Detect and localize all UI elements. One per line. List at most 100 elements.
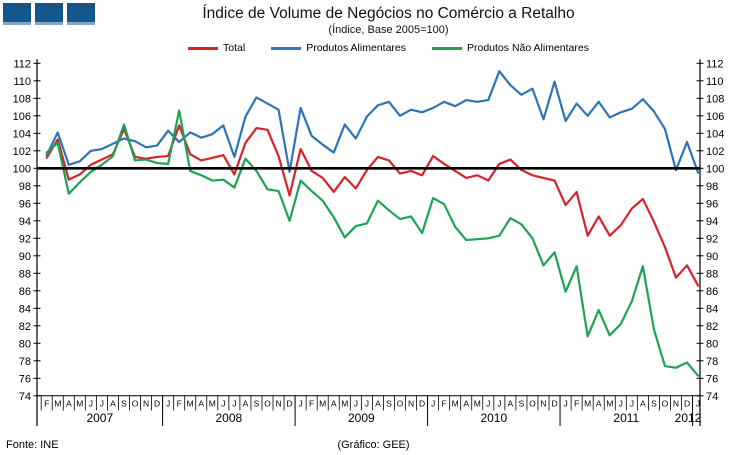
month-label: J bbox=[696, 399, 700, 409]
legend-label: Total bbox=[223, 42, 246, 54]
month-label: A bbox=[243, 399, 249, 409]
month-label: F bbox=[309, 399, 314, 409]
month-label: S bbox=[386, 399, 392, 409]
logo-square bbox=[3, 3, 31, 25]
y-tick-label-left: 88 bbox=[19, 268, 31, 280]
month-label: J bbox=[619, 399, 623, 409]
month-label: S bbox=[519, 399, 525, 409]
y-tick-label-right: 82 bbox=[706, 321, 718, 333]
y-tick-label-left: 78 bbox=[19, 356, 31, 368]
legend-label: Produtos Alimentares bbox=[306, 42, 406, 54]
y-tick-label-right: 108 bbox=[706, 93, 724, 105]
y-tick-label-left: 90 bbox=[19, 251, 31, 263]
year-label: 2008 bbox=[216, 411, 243, 425]
logo-square bbox=[67, 3, 95, 25]
month-label: J bbox=[354, 399, 358, 409]
y-tick-label-right: 110 bbox=[706, 76, 724, 88]
y-tick-label-left: 110 bbox=[13, 76, 31, 88]
series-line-0 bbox=[45, 124, 700, 287]
month-label: J bbox=[232, 399, 236, 409]
y-tick-label-right: 92 bbox=[706, 233, 718, 245]
year-axis: 2007 2008 2009 2010 2011 2012 bbox=[86, 395, 702, 426]
month-label: O bbox=[529, 399, 536, 409]
month-label: F bbox=[574, 399, 579, 409]
month-label: O bbox=[662, 399, 669, 409]
month-label: M bbox=[341, 399, 348, 409]
year-label: 2009 bbox=[348, 411, 375, 425]
month-label: M bbox=[452, 399, 459, 409]
month-label: A bbox=[66, 399, 72, 409]
y-tick-label-left: 96 bbox=[19, 198, 31, 210]
month-label: M bbox=[76, 399, 83, 409]
month-label: N bbox=[275, 399, 281, 409]
legend-swatch bbox=[432, 46, 462, 50]
month-label: M bbox=[187, 399, 194, 409]
y-tick-label-right: 80 bbox=[706, 338, 718, 350]
y-tick-label-right: 78 bbox=[706, 356, 718, 368]
series-line-1 bbox=[45, 70, 700, 174]
y-tick-label-left: 98 bbox=[19, 181, 31, 193]
y-tick-label-left: 108 bbox=[13, 93, 31, 105]
month-label: D bbox=[287, 399, 293, 409]
y-tick-label-right: 112 bbox=[706, 58, 724, 70]
y-tick-label-right: 86 bbox=[706, 286, 718, 298]
month-label: D bbox=[154, 399, 160, 409]
month-label: A bbox=[375, 399, 381, 409]
month-label: N bbox=[143, 399, 149, 409]
legend-label: Produtos Não Alimentares bbox=[467, 42, 589, 54]
y-tick-label-left: 76 bbox=[19, 373, 31, 385]
y-tick-label-right: 96 bbox=[706, 198, 718, 210]
month-label: A bbox=[198, 399, 204, 409]
month-label: J bbox=[221, 399, 225, 409]
month-label: J bbox=[630, 399, 634, 409]
month-label: N bbox=[408, 399, 414, 409]
year-label: 2010 bbox=[480, 411, 507, 425]
month-label: S bbox=[121, 399, 127, 409]
month-label: M bbox=[209, 399, 216, 409]
y-tick-label-left: 112 bbox=[13, 58, 31, 70]
month-label: J bbox=[89, 399, 93, 409]
month-label: A bbox=[463, 399, 469, 409]
month-label: A bbox=[331, 399, 337, 409]
month-label: S bbox=[254, 399, 260, 409]
line-chart: 74 74 76 76 78 78 80 80 82 82 84 84 86 86 88 88 90 90 92 92… bbox=[13, 58, 724, 426]
y-tick-label-left: 94 bbox=[19, 216, 31, 228]
month-label: A bbox=[110, 399, 116, 409]
y-tick-label-left: 104 bbox=[13, 128, 31, 140]
chart-legend: Total Produtos Alimentares Produtos Não Al… bbox=[30, 42, 747, 54]
month-label: J bbox=[365, 399, 369, 409]
month-label: D bbox=[551, 399, 557, 409]
month-label: J bbox=[166, 399, 170, 409]
y-tick-label-left: 82 bbox=[19, 321, 31, 333]
source-note: Fonte: INE bbox=[6, 439, 59, 451]
month-label: J bbox=[431, 399, 435, 409]
month-label: M bbox=[319, 399, 326, 409]
month-label: J bbox=[486, 399, 490, 409]
series-line-2 bbox=[45, 109, 700, 377]
month-label: F bbox=[177, 399, 182, 409]
y-tick-label-left: 106 bbox=[13, 111, 31, 123]
month-label: O bbox=[264, 399, 271, 409]
month-label: M bbox=[584, 399, 591, 409]
y-tick-label-right: 98 bbox=[706, 181, 718, 193]
month-label: S bbox=[651, 399, 657, 409]
y-tick-label-right: 74 bbox=[706, 391, 718, 403]
y-tick-label-left: 84 bbox=[19, 303, 31, 315]
credit-note: (Gráfico: GEE) bbox=[337, 439, 410, 451]
month-label: N bbox=[673, 399, 679, 409]
month-label: O bbox=[397, 399, 404, 409]
legend-swatch bbox=[271, 46, 302, 50]
y-tick-label-left: 74 bbox=[19, 391, 31, 403]
y-tick-label-left: 80 bbox=[19, 338, 31, 350]
month-label: J bbox=[497, 399, 501, 409]
month-label: O bbox=[132, 399, 139, 409]
month-label: J bbox=[100, 399, 104, 409]
y-tick-label-left: 86 bbox=[19, 286, 31, 298]
y-tick-label-right: 104 bbox=[706, 128, 724, 140]
y-tick-label-right: 100 bbox=[706, 163, 724, 175]
y-tick-label-right: 106 bbox=[706, 111, 724, 123]
chart-subtitle: (Índice, Base 2005=100) bbox=[328, 24, 449, 36]
month-label: D bbox=[684, 399, 690, 409]
logo bbox=[3, 3, 95, 25]
